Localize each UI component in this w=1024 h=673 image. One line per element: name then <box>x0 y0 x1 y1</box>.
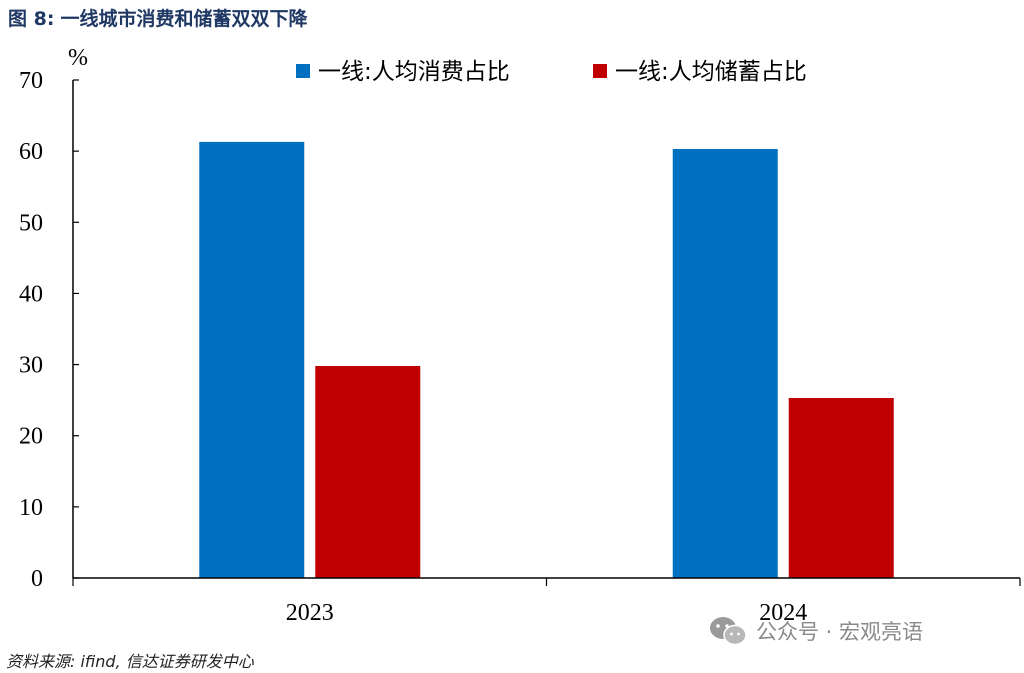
y-tick-label: 50 <box>19 210 43 236</box>
legend-label: 一线:人均储蓄占比 <box>615 59 807 85</box>
chart-legend: 一线:人均消费占比 一线:人均储蓄占比 <box>296 59 807 85</box>
y-tick-label: 30 <box>19 353 43 379</box>
y-tick-label: 60 <box>19 139 43 165</box>
legend-label: 一线:人均消费占比 <box>318 59 510 85</box>
legend-swatch <box>296 64 310 78</box>
watermark: 公众号 · 宏观亮语 <box>708 614 923 648</box>
chart-ylabel-group: % <box>68 45 88 71</box>
figure-title-text: 一线城市消费和储蓄双双下降 <box>60 8 308 30</box>
figure-title: 图 8: 一线城市消费和储蓄双双下降 <box>8 4 307 31</box>
y-tick-label: 20 <box>19 424 43 450</box>
axes-group: 0 10 20 30 40 50 60 70 2023 2024 <box>19 68 1021 626</box>
y-tick-label: 10 <box>19 495 43 521</box>
source-note: 资料来源: ifind, 信达证券研发中心 <box>6 652 254 671</box>
watermark-text: 公众号 · 宏观亮语 <box>756 620 924 644</box>
wechat-icon <box>710 617 747 646</box>
bar <box>199 141 305 578</box>
legend-swatch <box>593 64 607 78</box>
bar <box>315 365 421 578</box>
y-tick-label: 40 <box>19 281 43 307</box>
bars-group <box>199 141 894 578</box>
x-tick-label: 2023 <box>286 600 334 626</box>
figure-number: 图 8: <box>8 8 55 30</box>
x-tick-label: 2024 <box>759 600 807 626</box>
y-axis-unit-label: % <box>68 45 88 71</box>
bar <box>672 149 778 578</box>
bar <box>788 398 894 578</box>
y-tick-label: 70 <box>19 68 43 94</box>
y-tick-label: 0 <box>31 566 43 592</box>
